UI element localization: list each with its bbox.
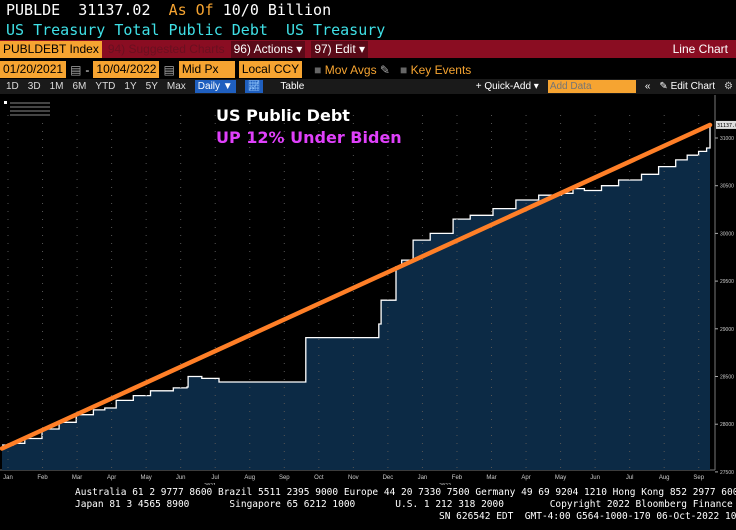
legend-swatch	[4, 101, 7, 104]
calendar-icon[interactable]: ▤	[163, 62, 175, 77]
start-date-input[interactable]: 01/20/2021	[0, 61, 67, 78]
params-bar: 01/20/2021 ▤ - 10/04/2022 ▤ Mid Px Local…	[0, 61, 736, 78]
y-tick-label: 30500	[720, 184, 734, 190]
y-tick-label: 29000	[720, 327, 734, 333]
calendar-icon[interactable]: ▤	[70, 62, 82, 77]
header-line: PUBLDE 31137.02 As Of 10/0 Billion	[6, 1, 331, 19]
x-tick-label: May	[555, 475, 566, 481]
last-value: 31137.02	[78, 1, 151, 19]
field-select[interactable]: Mid Px	[178, 61, 235, 78]
x-tick-label: Jan	[3, 475, 13, 481]
ticker: PUBLDE	[6, 1, 61, 19]
date-separator: -	[85, 62, 90, 77]
pencil-icon[interactable]: ✎	[379, 62, 390, 77]
mov-avgs-toggle[interactable]: ■ Mov Avgs ✎	[314, 62, 390, 77]
y-tick-label: 29500	[720, 279, 734, 285]
chart-title: US Public Debt	[216, 106, 350, 125]
x-tick-label: Sep	[693, 475, 704, 481]
footer-session: SN 626542 EDT GMT-4:00 G564-1000-170 06-…	[439, 511, 736, 522]
currency-select[interactable]: Local CCY	[238, 61, 303, 78]
x-tick-label: Jun	[176, 475, 186, 481]
period-3d[interactable]: 3D	[27, 81, 41, 92]
key-events-label: Key Events	[410, 62, 472, 77]
y-tick-label: 30000	[720, 231, 734, 237]
edit-chart-button[interactable]: ✎ Edit Chart	[659, 81, 716, 92]
as-of-label: As Of	[168, 1, 214, 19]
year-label: 2022	[439, 483, 451, 485]
footer-contacts-2: Japan 81 3 4565 8900 Singapore 65 6212 1…	[75, 499, 736, 510]
line-chart: Jan Feb Mar Apr May Jun Jul Aug Sep Oct Nov Dec Jan F…	[0, 95, 736, 485]
last-value-label: 31137.02	[717, 123, 736, 129]
description: US Treasury Total Public Debt US Treasur…	[6, 21, 386, 39]
y-tick-label: 28500	[720, 375, 734, 381]
gear-icon[interactable]: ⚙	[724, 81, 733, 92]
suggested-charts-button[interactable]: 94) Suggested Charts	[107, 42, 225, 56]
period-max[interactable]: Max	[166, 81, 186, 92]
table-button[interactable]: Table	[280, 81, 305, 92]
y-tick-label: 27500	[720, 470, 734, 476]
period-6m[interactable]: 6M	[72, 81, 87, 92]
x-tick-label: Apr	[107, 475, 116, 481]
footer-contacts-1: Australia 61 2 9777 8600 Brazil 5511 239…	[75, 487, 736, 498]
security-field[interactable]: PUBLDEBT Index	[0, 40, 102, 58]
x-tick-label: Apr	[521, 475, 530, 481]
toolbar: PUBLDEBT Index 94) Suggested Charts 96) …	[0, 40, 736, 58]
period-1y[interactable]: 1Y	[124, 81, 137, 92]
chart-icon[interactable]: 📈︎	[244, 80, 264, 93]
x-tick-label: Jul	[211, 475, 219, 481]
chart-annotation: UP 12% Under Biden	[216, 128, 402, 147]
x-tick-label: Mar	[486, 475, 496, 481]
y-tick-label: 28000	[720, 422, 734, 428]
x-tick-label: Aug	[659, 475, 670, 481]
period-5y[interactable]: 5Y	[145, 81, 158, 92]
mov-avgs-label: Mov Avgs	[324, 62, 377, 77]
x-tick-label: Aug	[244, 475, 255, 481]
last-value-tag	[716, 120, 736, 129]
period-bar: 1D 3D 1M 6M YTD 1Y 5Y Max Daily ▼ 📈︎ Tab…	[0, 79, 736, 94]
edit-chart-label: Edit Chart	[670, 81, 716, 92]
frequency-select[interactable]: Daily ▼	[194, 80, 236, 93]
x-tick-label: Feb	[37, 475, 48, 481]
y-tick-label: 31000	[720, 136, 734, 142]
x-tick-label: Jun	[590, 475, 600, 481]
end-date-input[interactable]: 10/04/2022	[93, 61, 160, 78]
x-tick-label: May	[140, 475, 151, 481]
as-of-date: 10/0	[222, 1, 259, 19]
unit: Billion	[267, 1, 332, 19]
x-tick-label: Nov	[348, 475, 359, 481]
x-tick-label: Jul	[626, 475, 634, 481]
period-1d[interactable]: 1D	[6, 81, 19, 92]
add-data-input[interactable]	[547, 80, 636, 93]
trend-line	[0, 122, 713, 451]
chart-type-title: Line Chart	[672, 42, 728, 56]
x-tick-label: Sep	[279, 475, 290, 481]
x-tick-label: Feb	[452, 475, 463, 481]
period-1m[interactable]: 1M	[49, 81, 64, 92]
key-events-toggle[interactable]: ■ Key Events	[399, 62, 472, 77]
x-tick-label: Dec	[383, 475, 394, 481]
quick-add-button[interactable]: + Quick-Add ▾	[475, 81, 539, 92]
x-tick-label: Oct	[314, 475, 324, 481]
edit-menu[interactable]: 97) Edit ▾	[311, 40, 369, 58]
x-tick-label: Mar	[72, 475, 82, 481]
year-label: 2021	[204, 483, 216, 485]
collapse-icon[interactable]: «	[644, 81, 651, 92]
x-tick-label: Jan	[418, 475, 428, 481]
area-fill	[2, 124, 710, 471]
period-ytd[interactable]: YTD	[95, 81, 116, 92]
actions-menu[interactable]: 96) Actions ▾	[230, 40, 306, 58]
